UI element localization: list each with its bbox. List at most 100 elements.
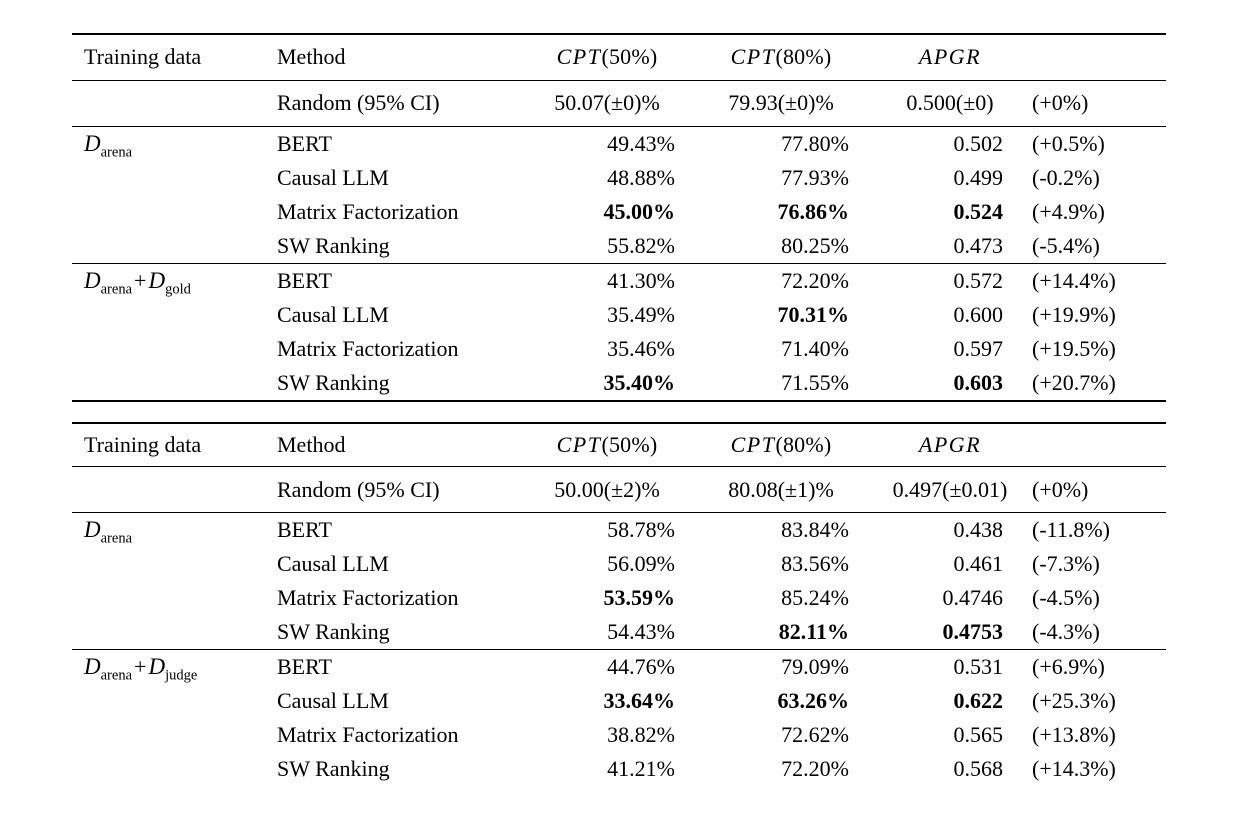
cell-method: Matrix Factorization <box>277 722 459 747</box>
cell-apgr: 0.473 <box>953 232 1004 258</box>
cell-cpt80: 70.31% <box>777 301 850 327</box>
cell-apgr: 0.499 <box>953 164 1004 190</box>
cell-cpt80: 72.20% <box>781 756 849 781</box>
cell-delta: (+0.5%) <box>1032 130 1105 156</box>
cell-empty <box>72 80 277 126</box>
table-row: Matrix Factorization 45.00% 76.86% 0.524… <box>72 195 1166 229</box>
cell-method: BERT <box>277 517 332 542</box>
cell-delta: (-11.8%) <box>1032 517 1110 542</box>
cell-cpt80: 79.09% <box>781 654 849 679</box>
cell-cpt80: 63.26% <box>777 688 850 713</box>
dataset-d-symbol: D <box>148 654 166 679</box>
table-row: Causal LLM 56.09% 83.56% 0.461 (-7.3%) <box>72 547 1166 581</box>
cell-apgr: 0.565 <box>953 722 1004 747</box>
cell-delta: (-4.5%) <box>1032 585 1100 610</box>
cell-delta: (+19.9%) <box>1032 301 1116 327</box>
dataset-d-symbol: D <box>84 654 101 679</box>
cell-delta: (+6.9%) <box>1032 654 1105 679</box>
cell-delta: (+13.8%) <box>1032 722 1116 747</box>
cell-apgr: 0.603 <box>953 369 1004 395</box>
cell-method: SW Ranking <box>277 369 390 395</box>
cell-cpt80: 85.24% <box>781 585 849 610</box>
cell-cpt80: 77.80% <box>781 130 849 156</box>
col-header-training-data: Training data <box>84 431 202 457</box>
col-header-cpt50: CPT(50%) <box>507 34 675 80</box>
cell-apgr: 0.524 <box>953 198 1004 224</box>
table-row: Darena BERT 58.78% 83.84% 0.438 (-11.8%) <box>72 513 1166 548</box>
baseline-row: Random (95% CI) 50.00(±2)% 80.08(±1)% 0.… <box>72 467 1166 513</box>
col-header-empty <box>1008 34 1166 80</box>
cell-method: Matrix Factorization <box>277 198 459 224</box>
cell-apgr: 0.4746 <box>942 585 1004 610</box>
table-row: Darena BERT 49.43% 77.80% 0.502 (+0.5%) <box>72 126 1166 161</box>
baseline-row: Random (95% CI) 50.07(±0)% 79.93(±0)% 0.… <box>72 80 1166 126</box>
table-row: Causal LLM 35.49% 70.31% 0.600 (+19.9%) <box>72 298 1166 332</box>
cell-method: Causal LLM <box>277 551 389 576</box>
cell-apgr: 0.622 <box>953 688 1004 713</box>
col-header-cpt80: CPT(80%) <box>675 423 852 467</box>
dataset-subscript: arena <box>100 143 133 160</box>
cell-cpt50: 56.09% <box>607 551 675 576</box>
dataset-d-symbol: D <box>84 130 101 156</box>
table-row: Matrix Factorization 53.59% 85.24% 0.474… <box>72 581 1166 615</box>
cell-apgr: 0.500(±0) <box>906 90 994 115</box>
dataset-subscript: arena <box>100 667 133 684</box>
cell-method: SW Ranking <box>277 756 390 781</box>
cell-delta: (+14.4%) <box>1032 267 1116 293</box>
cell-apgr: 0.597 <box>953 335 1004 361</box>
cell-cpt80: 80.25% <box>781 232 849 258</box>
cell-cpt80: 79.93(±0)% <box>728 90 834 115</box>
cell-empty <box>72 467 277 513</box>
cell-cpt50: 44.76% <box>607 654 675 679</box>
col-header-training-data: Training data <box>84 44 202 70</box>
cell-delta: (+14.3%) <box>1032 756 1116 781</box>
plus-sign: + <box>134 267 147 293</box>
cell-cpt50: 35.49% <box>607 301 675 327</box>
table-row: SW Ranking 55.82% 80.25% 0.473 (-5.4%) <box>72 229 1166 264</box>
cpt80-paren-label: (80%) <box>775 44 832 70</box>
cell-cpt50: 41.21% <box>607 756 675 781</box>
cell-apgr: 0.600 <box>953 301 1004 327</box>
cell-cpt80: 76.86% <box>777 198 850 224</box>
cpt50-math-label: CPT <box>556 431 602 457</box>
cpt80-math-label: CPT <box>730 44 776 70</box>
cell-method: Causal LLM <box>277 688 389 713</box>
table-row: Darena+Djudge BERT 44.76% 79.09% 0.531 (… <box>72 650 1166 685</box>
cell-method: BERT <box>277 654 332 679</box>
col-header-method: Method <box>277 431 346 457</box>
cell-method: BERT <box>277 267 332 293</box>
cell-cpt50: 49.43% <box>607 130 675 156</box>
cell-training-data: Darena <box>72 513 277 650</box>
cell-delta: (+25.3%) <box>1032 688 1116 713</box>
cell-delta: (-5.4%) <box>1032 232 1100 258</box>
cell-method: Random (95% CI) <box>277 476 440 502</box>
dataset-subscript: arena <box>100 530 133 547</box>
table-row: SW Ranking 41.21% 72.20% 0.568 (+14.3%) <box>72 752 1166 786</box>
cpt80-math-label: CPT <box>730 431 776 457</box>
cell-cpt80: 83.84% <box>781 517 849 542</box>
dataset-d-symbol: D <box>84 517 101 542</box>
cell-cpt50: 54.43% <box>607 619 675 644</box>
cell-cpt50: 50.00(±2)% <box>554 476 660 502</box>
cell-cpt50: 41.30% <box>607 267 675 293</box>
results-tables: Training data Method CPT(50%) CPT(80%) A… <box>72 33 1166 787</box>
cell-method: BERT <box>277 130 332 156</box>
cell-cpt50: 55.82% <box>607 232 675 258</box>
table-row: Causal LLM 33.64% 63.26% 0.622 (+25.3%) <box>72 684 1166 718</box>
col-header-cpt80: CPT(80%) <box>675 34 852 80</box>
cell-apgr: 0.572 <box>953 267 1004 293</box>
table-row: Matrix Factorization 35.46% 71.40% 0.597… <box>72 332 1166 366</box>
cell-cpt50: 35.46% <box>607 335 675 361</box>
dataset-subscript: arena <box>100 280 133 297</box>
cell-apgr: 0.461 <box>953 551 1004 576</box>
cell-method: Causal LLM <box>277 301 389 327</box>
table-row: SW Ranking 35.40% 71.55% 0.603 (+20.7%) <box>72 366 1166 401</box>
cell-apgr: 0.438 <box>953 517 1004 542</box>
cell-delta: (+0%) <box>1032 476 1089 502</box>
cell-training-data: Darena <box>72 126 277 263</box>
cell-apgr: 0.497(±0.01) <box>892 476 1008 502</box>
col-header-apgr: APGR <box>852 34 1008 80</box>
results-table-bottom: Training data Method CPT(50%) CPT(80%) A… <box>72 421 1166 787</box>
apgr-math-label: APGR <box>918 431 982 457</box>
cell-delta: (-0.2%) <box>1032 164 1100 190</box>
